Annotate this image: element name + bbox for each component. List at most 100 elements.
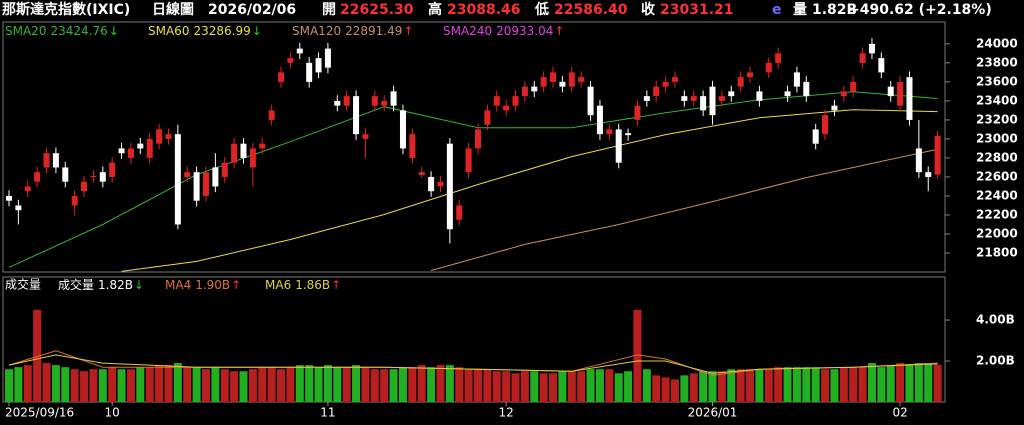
volume-bar: [267, 367, 276, 402]
candle-body: [709, 86, 716, 116]
candle-body: [878, 58, 885, 73]
volume-bar: [680, 375, 689, 402]
volume-bar: [33, 309, 42, 402]
legend-value: 1.82B: [98, 278, 133, 292]
volume-bar: [886, 365, 895, 402]
volume-bar: [220, 369, 229, 402]
candle-body: [193, 172, 200, 201]
legend-name: SMA60: [148, 24, 189, 38]
volume-bar: [502, 371, 511, 402]
candle-body: [240, 143, 247, 158]
legend-value: 23286.99: [193, 24, 250, 38]
volume-bar: [126, 369, 135, 402]
volume-bar: [914, 363, 923, 402]
volume-bar: [277, 369, 286, 402]
volume-bar: [248, 369, 257, 402]
volume-bar: [258, 367, 267, 402]
volume-bar: [539, 373, 548, 402]
candle-body: [737, 77, 744, 87]
candle-body: [587, 86, 594, 116]
volume-bar: [211, 367, 220, 402]
instrument-title: 那斯達克指數(IXIC): [2, 1, 130, 18]
candle-body: [568, 72, 575, 87]
candle-body: [343, 96, 350, 106]
volume-bar: [511, 373, 520, 402]
volume-bar: [352, 365, 361, 402]
candle-body: [165, 134, 172, 139]
candle-body: [418, 172, 425, 176]
ma-line: [8, 354, 938, 374]
volume-bar: [436, 365, 445, 402]
volume-bar: [427, 367, 436, 402]
candle-body: [503, 105, 510, 111]
volume-bar: [42, 363, 51, 402]
legend-entry: SMA60 23286.99↓: [148, 24, 262, 38]
panel-label: 成交量: [5, 277, 41, 292]
legend-name: MA6: [265, 278, 291, 292]
volume-bar: [830, 369, 839, 402]
candle-body: [615, 129, 622, 163]
legend-value: 1.90B: [195, 278, 230, 292]
candle-body: [381, 100, 388, 106]
candle-body: [428, 176, 435, 192]
y-tick-label: 22000: [976, 226, 1018, 240]
candle-body: [465, 148, 472, 173]
volume-bar: [699, 371, 708, 402]
volume-bar: [839, 367, 848, 402]
volume-bar: [727, 369, 736, 402]
volume-bar: [286, 367, 295, 402]
candle-body: [52, 153, 59, 168]
candle-body: [249, 148, 256, 168]
volume-bar: [792, 367, 801, 402]
candle-body: [268, 110, 275, 120]
y-tick-label: 23600: [976, 74, 1018, 88]
candle-body: [765, 62, 772, 73]
y-tick-label: 23400: [976, 93, 1018, 107]
candle-body: [399, 110, 406, 149]
volume-bar: [380, 369, 389, 402]
volume-bar: [614, 373, 623, 402]
candle-body: [231, 143, 238, 163]
candle-body: [859, 53, 866, 63]
candle-body: [118, 148, 125, 154]
candle-body: [747, 72, 754, 78]
ma-line: [430, 148, 938, 271]
volume-bar: [445, 365, 454, 402]
volume-bar: [821, 369, 830, 402]
volume-bar: [370, 369, 379, 402]
volume-bar: [530, 371, 539, 402]
volume-bar: [295, 365, 304, 402]
candle-body: [822, 115, 829, 135]
candle-body: [531, 86, 538, 92]
volume-bar: [924, 363, 933, 402]
legend-name: SMA20: [5, 24, 46, 38]
candle-body: [653, 86, 660, 97]
volume-bar: [577, 371, 586, 402]
candle-body: [578, 77, 585, 82]
y-tick-label: 22800: [976, 150, 1018, 164]
volume-bar: [633, 309, 642, 402]
volume-bar: [80, 371, 89, 402]
volume-bar: [661, 377, 670, 402]
volume-bar: [398, 367, 407, 402]
volume-bar: [70, 369, 79, 402]
date: 2026/02/06: [208, 2, 296, 18]
candle-body: [409, 134, 416, 158]
candle-body: [662, 81, 669, 87]
volume-bar: [183, 367, 192, 402]
volume-bar: [736, 369, 745, 402]
x-tick-label: 10: [105, 406, 120, 420]
candle-body: [371, 96, 378, 106]
candle-body: [446, 143, 453, 230]
volume-bar: [417, 365, 426, 402]
field-label: 高: [428, 1, 442, 18]
candle-body: [934, 135, 941, 175]
candle-body: [334, 100, 341, 106]
field-label: 收: [641, 1, 656, 18]
field-value: 23088.46: [447, 2, 521, 18]
volume-bar: [549, 373, 558, 402]
candle-body: [784, 91, 791, 97]
volume-bar: [361, 367, 370, 402]
